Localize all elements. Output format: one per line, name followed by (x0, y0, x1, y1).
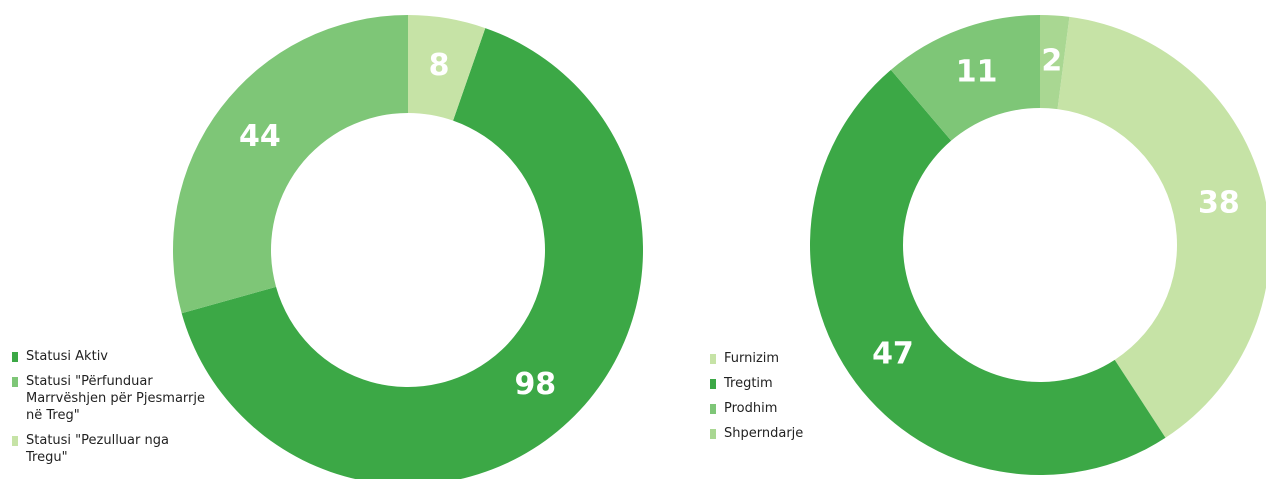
donut-segment (890, 15, 1040, 141)
data-label: 47 (872, 336, 914, 371)
legend-swatch (12, 352, 18, 362)
data-label: 98 (514, 367, 556, 402)
legend-item: Statusi "Pezulluar nga Tregu" (12, 432, 212, 466)
donut-segment (810, 69, 1166, 475)
legend-item: Statusi "Përfunduar Marrvëshjen për Pjes… (12, 373, 212, 424)
data-label: 8 (429, 48, 450, 83)
legend-item: Statusi Aktiv (12, 348, 212, 365)
legend-swatch (12, 377, 18, 387)
legend: Statusi Aktiv Statusi "Përfunduar Marrvës… (12, 348, 212, 474)
legend-item: Tregtim (710, 375, 850, 392)
data-label: 2 (1041, 43, 1062, 78)
legend-label: Statusi Aktiv (26, 349, 108, 364)
legend-label: Statusi "Pezulluar nga Tregu" (26, 433, 169, 465)
legend-swatch (710, 354, 716, 364)
legend-label: Furnizim (724, 351, 780, 366)
data-label: 38 (1198, 186, 1240, 221)
legend-item: Shperndarje (710, 425, 850, 442)
data-label: 11 (956, 54, 998, 89)
legend-swatch (710, 429, 716, 439)
legend-label: Tregtim (724, 376, 773, 391)
legend-label: Statusi "Përfunduar Marrvëshjen për Pjes… (26, 374, 205, 423)
donut-segment (181, 28, 643, 479)
legend-label: Shperndarje (724, 426, 804, 441)
data-label: 44 (239, 119, 281, 154)
legend-swatch (710, 379, 716, 389)
legend-swatch (710, 404, 716, 414)
legend-item: Prodhim (710, 400, 850, 417)
legend: Furnizim Tregtim Prodhim Shperndarje (710, 350, 850, 450)
donut-segment (1057, 16, 1266, 438)
legend-item: Furnizim (710, 350, 850, 367)
donut-segment (1040, 15, 1070, 110)
donut-segment (408, 15, 486, 121)
legend-label: Prodhim (724, 401, 778, 416)
legend-swatch (12, 436, 18, 446)
donut-segment (173, 15, 408, 314)
